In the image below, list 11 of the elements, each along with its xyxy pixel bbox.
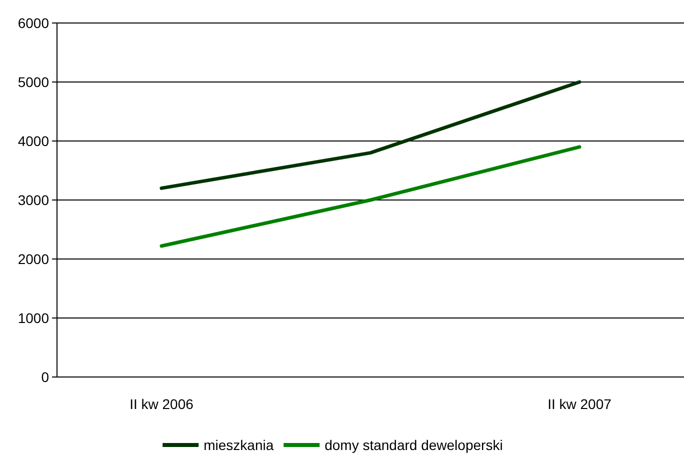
x-tick-label: II kw 2006 [130,396,194,412]
y-tick-label: 4000 [18,132,50,149]
y-tick-label: 5000 [18,74,50,90]
x-tick-label: II kw 2007 [548,396,612,412]
y-tick-label: 3000 [18,192,50,208]
legend-label: domy standard deweloperski [324,436,503,453]
legend-label: mieszkania [204,436,274,453]
y-tick-label: 0 [41,368,50,385]
y-tick-label: 6000 [18,14,50,31]
y-tick-label: 2000 [18,250,50,267]
y-tick-label: 1000 [18,310,50,326]
